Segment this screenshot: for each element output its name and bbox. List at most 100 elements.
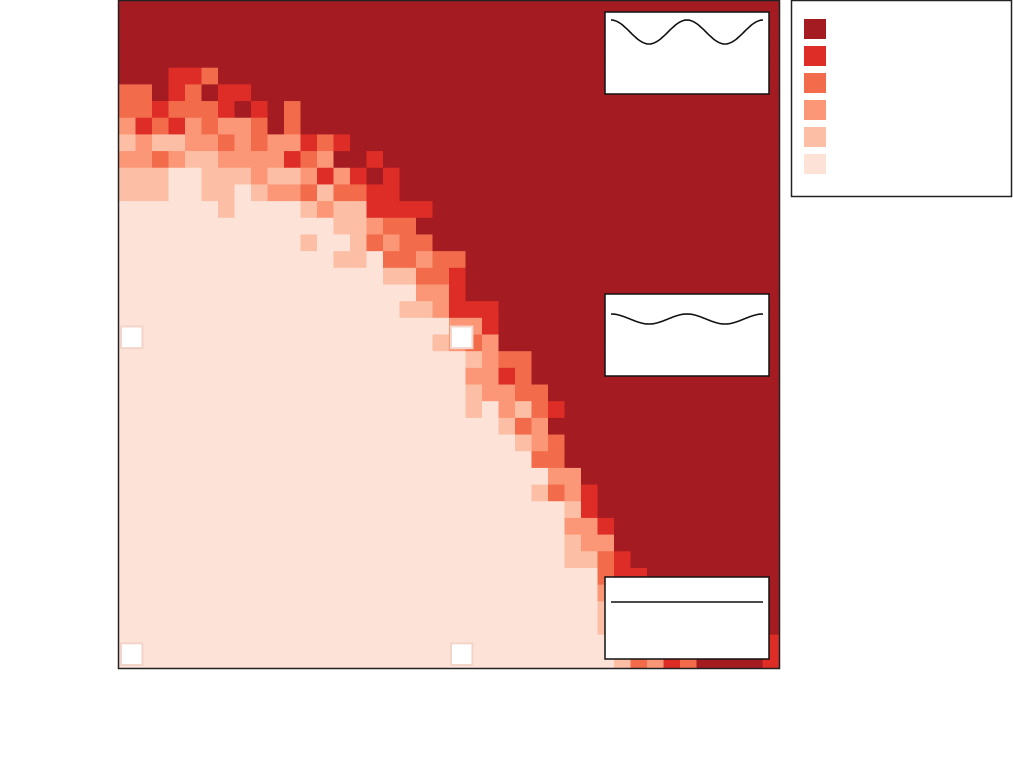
heatmap-cell: [531, 434, 549, 452]
heatmap-cell: [284, 567, 302, 586]
heatmap-cell: [218, 134, 236, 152]
heatmap-cell: [564, 567, 582, 586]
heatmap-cell: [119, 451, 137, 469]
heatmap-cell: [465, 34, 483, 52]
heatmap-cell: [531, 184, 549, 202]
heatmap-cell: [498, 234, 516, 252]
heatmap-cell: [333, 567, 351, 586]
heatmap-cell: [234, 517, 252, 536]
heatmap-cell: [416, 601, 434, 619]
heatmap-cell: [680, 201, 698, 219]
heatmap-cell: [614, 217, 632, 236]
heatmap-cell: [333, 584, 351, 602]
heatmap-cell: [119, 201, 137, 219]
heatmap-cell: [482, 317, 500, 336]
heatmap-cell: [416, 351, 434, 369]
heatmap-cell: [267, 84, 285, 102]
heatmap-cell: [482, 517, 500, 536]
heatmap-cell: [465, 234, 483, 252]
heatmap-cell: [251, 317, 269, 336]
heatmap-cell: [317, 351, 335, 369]
heatmap-cell: [350, 434, 368, 452]
heatmap-cell: [581, 517, 599, 536]
inset-box: [604, 576, 770, 660]
heatmap-cell: [218, 434, 236, 452]
heatmap-cell: [350, 601, 368, 619]
heatmap-cell: [548, 117, 566, 136]
heatmap-cell: [581, 384, 599, 402]
heatmap-cell: [630, 167, 648, 186]
heatmap-cell: [482, 151, 500, 169]
heatmap-cell: [152, 134, 170, 152]
heatmap-cell: [383, 151, 401, 169]
heatmap-cell: [515, 384, 533, 402]
heatmap-cell: [185, 367, 203, 386]
heatmap-cell: [135, 301, 153, 319]
heatmap-cell: [482, 584, 500, 602]
heatmap-cell: [515, 84, 533, 102]
heatmap-cell: [350, 167, 368, 186]
heatmap-cell: [185, 101, 203, 119]
heatmap-cell: [482, 184, 500, 202]
heatmap-cell: [482, 384, 500, 402]
heatmap-cell: [564, 201, 582, 219]
heatmap-cell: [300, 284, 318, 302]
heatmap-cell: [416, 551, 434, 569]
heatmap-cell: [416, 567, 434, 586]
heatmap-cell: [647, 417, 665, 436]
heatmap-cell: [201, 34, 219, 52]
heatmap-cell: [564, 534, 582, 552]
heatmap-cell: [465, 384, 483, 402]
heatmap-cell: [152, 484, 170, 502]
heatmap-cell: [152, 351, 170, 369]
heatmap-cell: [449, 217, 467, 236]
heatmap-cell: [663, 517, 681, 536]
heatmap-cell: [399, 17, 417, 35]
heatmap-cell: [185, 251, 203, 269]
heatmap-cell: [581, 567, 599, 586]
heatmap-cell: [482, 234, 500, 252]
heatmap-cell: [465, 251, 483, 269]
heatmap-cell: [152, 651, 170, 669]
heatmap-cell: [581, 301, 599, 319]
heatmap-cell: [366, 384, 384, 402]
heatmap-cell: [515, 101, 533, 119]
heatmap-cell: [152, 384, 170, 402]
heatmap-cell: [284, 151, 302, 169]
heatmap-cell: [647, 201, 665, 219]
heatmap-cell: [432, 217, 450, 236]
heatmap-cell: [548, 434, 566, 452]
heatmap-cell: [746, 401, 764, 419]
heatmap-cell: [119, 367, 137, 386]
heatmap-cell: [168, 151, 186, 169]
heatmap-cell: [432, 17, 450, 35]
heatmap-cell: [680, 534, 698, 552]
heatmap-cell: [416, 284, 434, 302]
heatmap-cell: [597, 101, 615, 119]
heatmap-cell: [630, 401, 648, 419]
heatmap-cell: [152, 67, 170, 85]
heatmap-cell: [284, 101, 302, 119]
heatmap-cell: [218, 517, 236, 536]
heatmap-cell: [548, 251, 566, 269]
heatmap-cell: [234, 601, 252, 619]
heatmap-cell: [284, 501, 302, 519]
heatmap-cell: [416, 184, 434, 202]
heatmap-cell: [168, 401, 186, 419]
heatmap-cell: [267, 267, 285, 286]
heatmap-cell: [713, 467, 731, 486]
heatmap-cell: [201, 17, 219, 35]
heatmap-cell: [234, 434, 252, 452]
heatmap-cell: [729, 534, 747, 552]
heatmap-cell: [432, 151, 450, 169]
heatmap-cell: [168, 67, 186, 85]
heatmap-cell: [449, 101, 467, 119]
heatmap-cell: [713, 484, 731, 502]
heatmap-cell: [168, 417, 186, 436]
heatmap-cell: [168, 167, 186, 186]
heatmap-cell: [614, 201, 632, 219]
heatmap-cell: [152, 601, 170, 619]
heatmap-cell: [366, 334, 384, 352]
heatmap-cell: [564, 501, 582, 519]
heatmap-cell: [383, 217, 401, 236]
